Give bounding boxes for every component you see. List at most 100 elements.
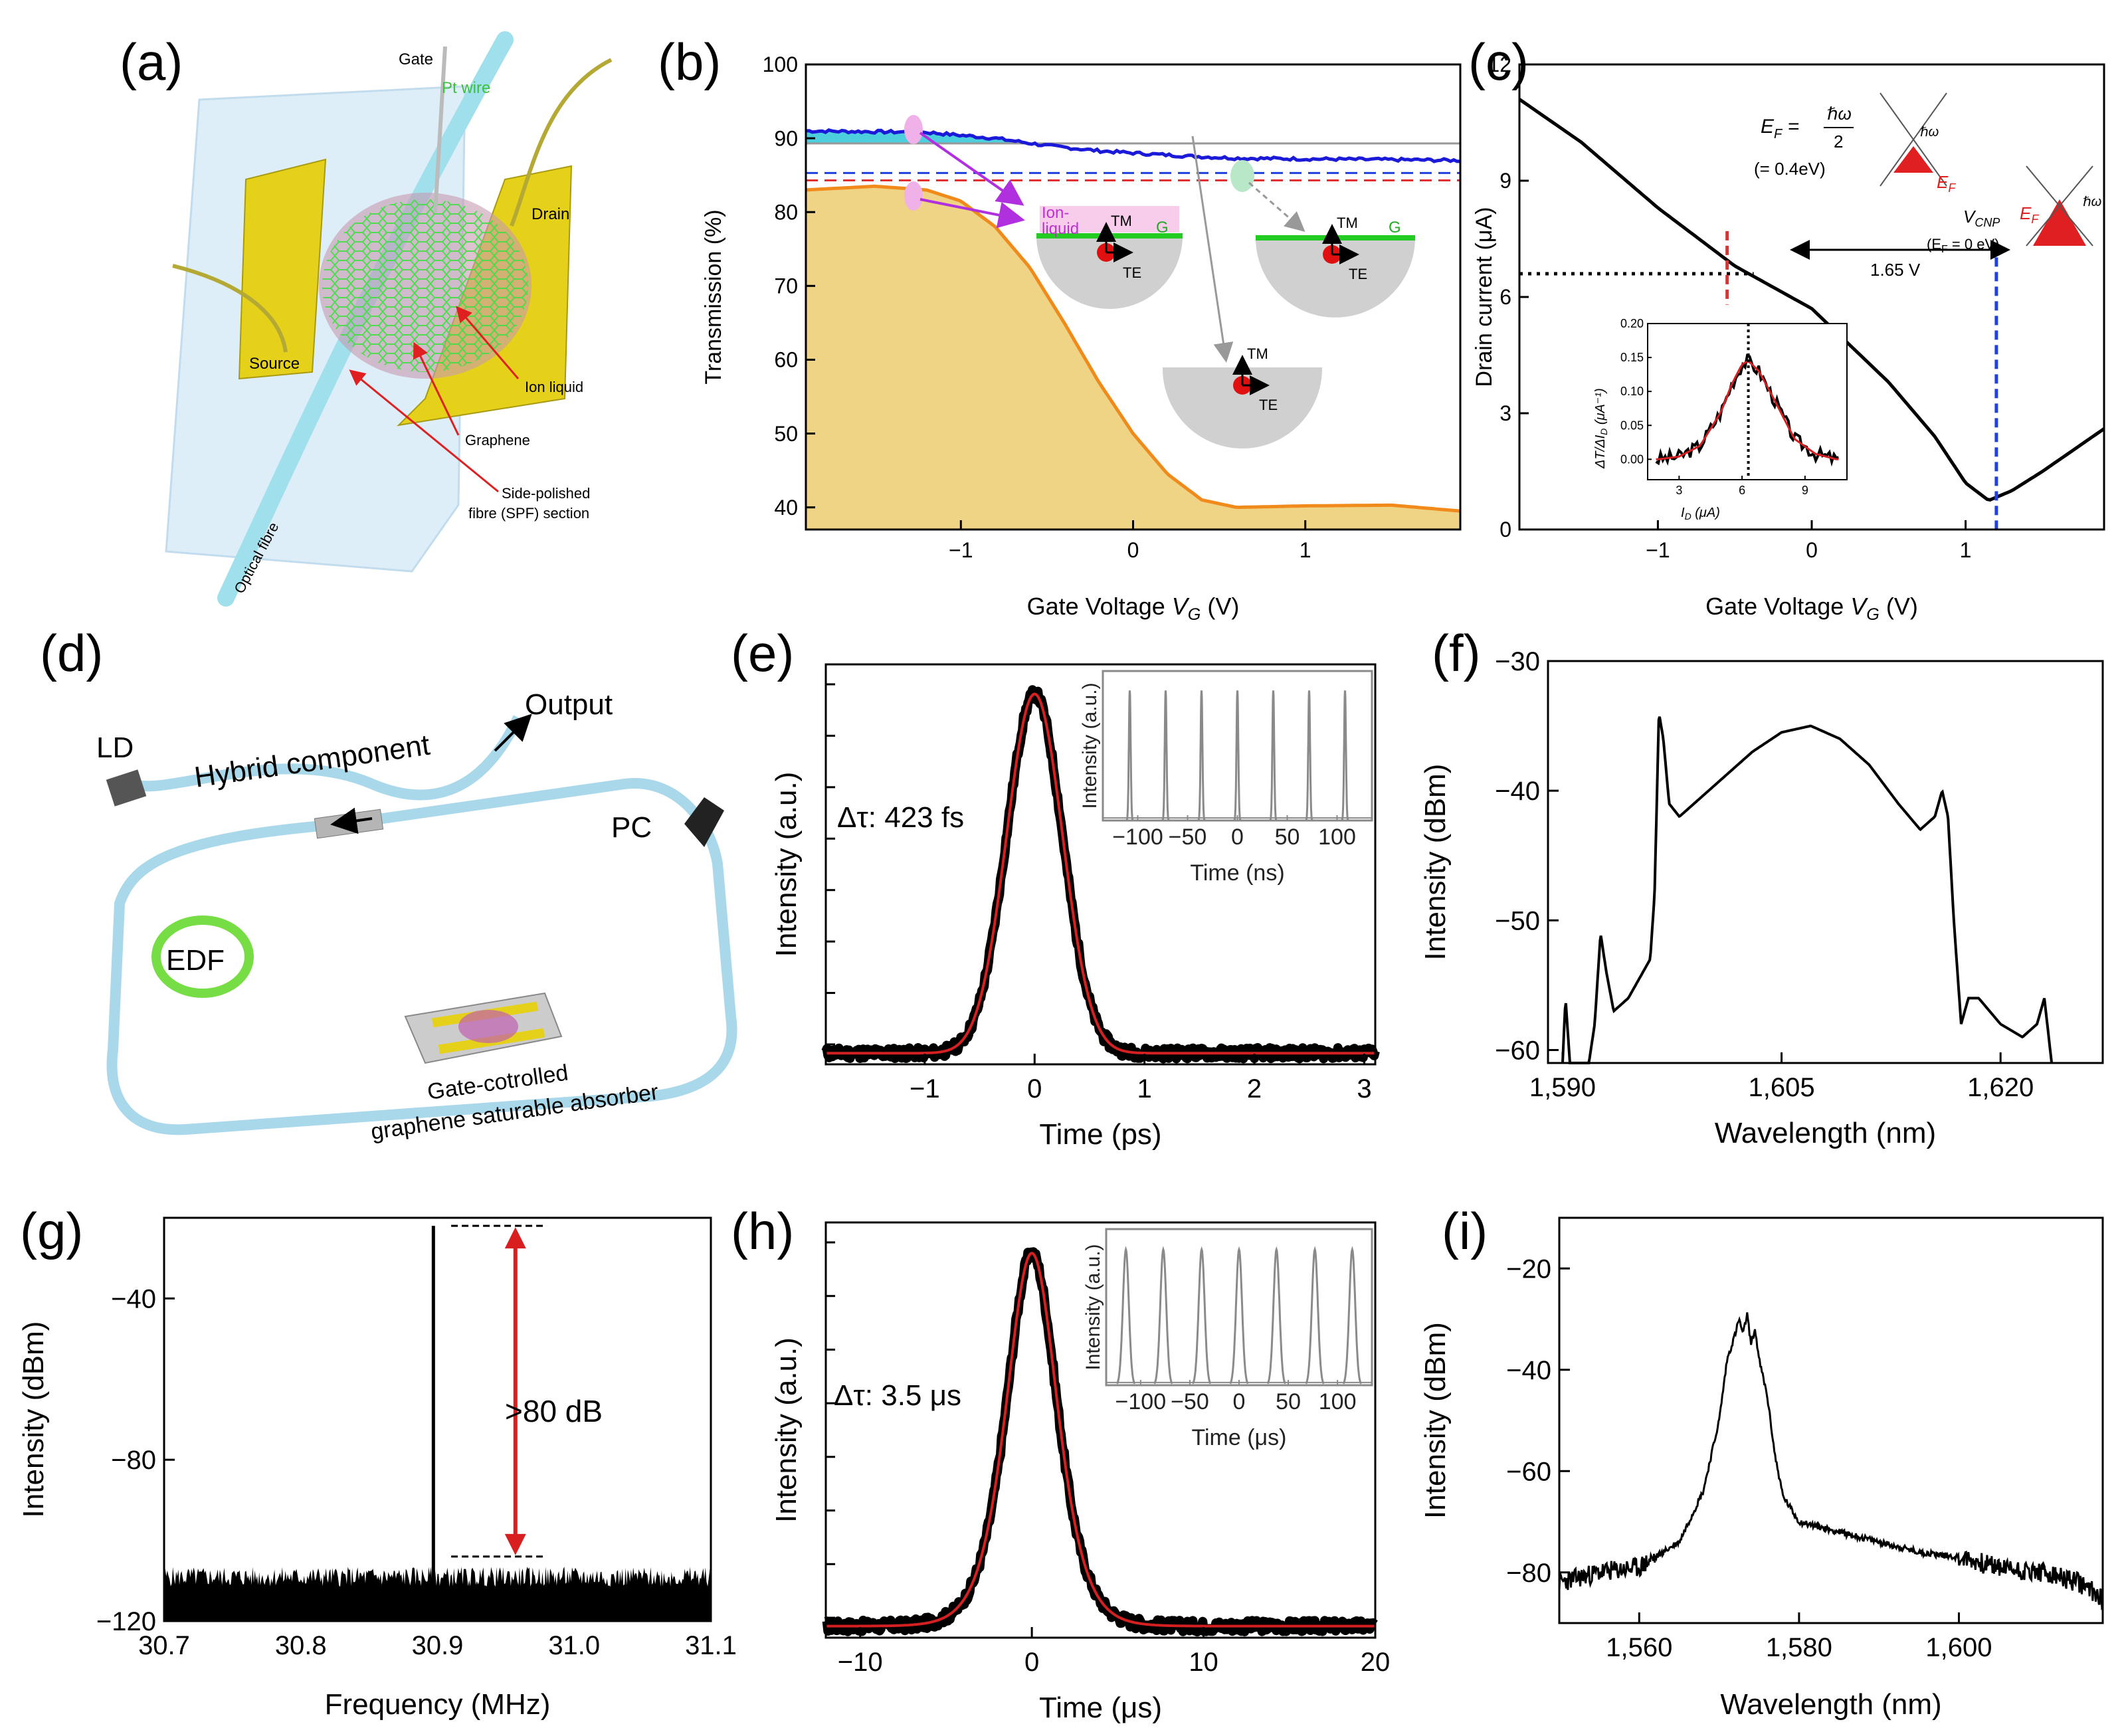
pulse-fit-line [826, 692, 1375, 1055]
inset-x-tick-label: 0 [1233, 1389, 1246, 1414]
ef-red-text: EF [2020, 203, 2039, 226]
cone-line [1880, 92, 1947, 187]
panel-b-label: (b) [658, 33, 721, 91]
x-tick-label: 1,560 [1606, 1633, 1672, 1662]
ef-frac-top: ℏω [1827, 104, 1852, 124]
x-tick-label: 20 [1361, 1648, 1391, 1677]
hybrid-component [314, 809, 384, 839]
y-tick-label: −80 [111, 1446, 156, 1475]
y-tick-label: −120 [96, 1607, 156, 1636]
inset-pulse [1341, 690, 1349, 820]
graphene-arrow [413, 341, 460, 436]
y-axis-label: Transmission (%) [701, 209, 726, 384]
y-tick-label: −80 [1506, 1559, 1551, 1588]
snr-arrow-head [504, 1533, 526, 1555]
hw-text: ℏω [2083, 195, 2101, 209]
chart-c: −1 0 1 0 3 6 9 12 Drain current (μA) Gate Voltage… [1472, 52, 2105, 624]
inset-ylabel: ΔT/ΔID (μA⁻¹) [1593, 388, 1609, 469]
pulse-fit-line [826, 1252, 1375, 1628]
x-tick-label: 0 [1027, 1074, 1042, 1104]
inset-y-tick-label: 0.10 [1620, 385, 1644, 398]
y-tick-label: −40 [1506, 1356, 1551, 1385]
inset-y-label: Intensity (a.u.) [1079, 682, 1101, 809]
pulse-data-line [822, 1247, 1379, 1637]
panel-a: (a) Gate Pt wire Drain Source Ion liquid… [120, 31, 613, 607]
inset-y-tick-label: 0.20 [1620, 317, 1644, 330]
pointer-arrow [1191, 136, 1234, 363]
panel-f-label: (f) [1432, 624, 1481, 682]
chart-e: −1 0 1 2 3 Intensity (a.u.) Time (ps) −100 −50 0 5… [770, 663, 1380, 1151]
inset-x-tick-label: 9 [1802, 484, 1808, 497]
inset-x-tick-label: 100 [1319, 1389, 1357, 1414]
x-tick-label: 30.7 [138, 1631, 190, 1660]
drain-wire [510, 58, 613, 227]
pc-icon [684, 797, 724, 847]
marker-blob [904, 115, 923, 144]
marker-blob [904, 181, 923, 211]
y-tick-label: 12 [1488, 52, 1511, 76]
inset-x-label: Time (μs) [1192, 1425, 1287, 1450]
plot-frame [824, 663, 1377, 1066]
noise-floor [164, 1567, 711, 1621]
pointer-arrow [919, 132, 1024, 206]
mode-diagram-3: TM TE [1163, 345, 1322, 448]
y-tick-label: −20 [1506, 1254, 1551, 1284]
inset-y-tick-label: 0.15 [1620, 351, 1644, 364]
x-tick-label: −10 [838, 1648, 883, 1677]
panel-d-label: (d) [40, 624, 103, 682]
fwhm-annotation: Δτ: 3.5 μs [834, 1379, 961, 1412]
inset-x-tick-label: 50 [1276, 1389, 1301, 1414]
te-text: TE [1123, 264, 1141, 281]
x-axis-label: Wavelength (nm) [1720, 1688, 1941, 1721]
x-tick-label: 1 [1137, 1074, 1152, 1104]
inset-x-tick-label: −100 [1115, 1389, 1167, 1414]
x-tick-label: −1 [949, 538, 973, 562]
panel-h-label: (h) [731, 1202, 794, 1260]
gate-label: Gate [399, 50, 433, 68]
y-tick-label: −40 [1495, 777, 1540, 806]
y-axis-label: Intensity (dBm) [17, 1321, 50, 1518]
graphene-label: Graphene [465, 432, 530, 448]
fermi-fill [2033, 199, 2086, 246]
inset-c: 3 6 9 0.00 0.05 0.10 0.15 0.20 [1620, 317, 1848, 497]
y-axis-label: Intensity (a.u.) [770, 772, 803, 957]
x-tick-label: 0 [1806, 538, 1818, 562]
vcnp-value: (EF = 0 eV) [1927, 236, 1999, 255]
x-tick-label: −1 [910, 1074, 940, 1104]
y-tick-label: 40 [774, 496, 798, 520]
x-axis-label: Time (μs) [1039, 1691, 1162, 1724]
vcnp-text: VCNP [1963, 207, 2000, 229]
inset-xlabel: ID (μA) [1681, 506, 1720, 522]
x-axis-label: Frequency (MHz) [325, 1688, 551, 1721]
chart-i: 1,560 1,580 1,600 −80 −60 −40 −20 Intensity (dB… [1419, 1216, 2104, 1721]
y-axis-label: Intensity (dBm) [1419, 764, 1452, 961]
x-tick-label: 10 [1189, 1648, 1218, 1677]
inset-pulse [1342, 1246, 1362, 1385]
ion-liquid-label: Ion liquid [525, 379, 583, 395]
pointer-arrow [919, 198, 1025, 229]
y-tick-label: 90 [774, 126, 798, 150]
inset-pulse [1197, 690, 1206, 820]
inset-y-label: Intensity (a.u.) [1082, 1244, 1104, 1370]
plot-frame [1558, 1216, 2104, 1624]
graphene-sheet [322, 199, 528, 372]
ef-red-text: EF [1937, 172, 1956, 195]
source-label: Source [249, 355, 300, 373]
x-axis-label: Time (ps) [1039, 1118, 1161, 1151]
pt-wire [433, 46, 447, 213]
x-tick-label: 1 [1960, 538, 1972, 562]
y-tick-label: 70 [774, 274, 798, 298]
chart-b: −1 0 1 40 50 60 70 80 90 100 Transmission (%) Gate … [701, 52, 1462, 624]
panel-i-label: (i) [1442, 1202, 1488, 1260]
x-tick-label: 1,590 [1529, 1073, 1596, 1102]
hybrid-label: Hybrid component [193, 729, 432, 794]
y-tick-label: 9 [1499, 169, 1511, 193]
ef-symbol: EF = [1761, 116, 1799, 142]
x-tick-label: −1 [1646, 538, 1670, 562]
fibre-cross-section [1036, 236, 1183, 309]
output-label: Output [525, 688, 613, 721]
fibre-cross-section [1256, 238, 1415, 318]
ef-frac-bot: 2 [1834, 132, 1843, 151]
